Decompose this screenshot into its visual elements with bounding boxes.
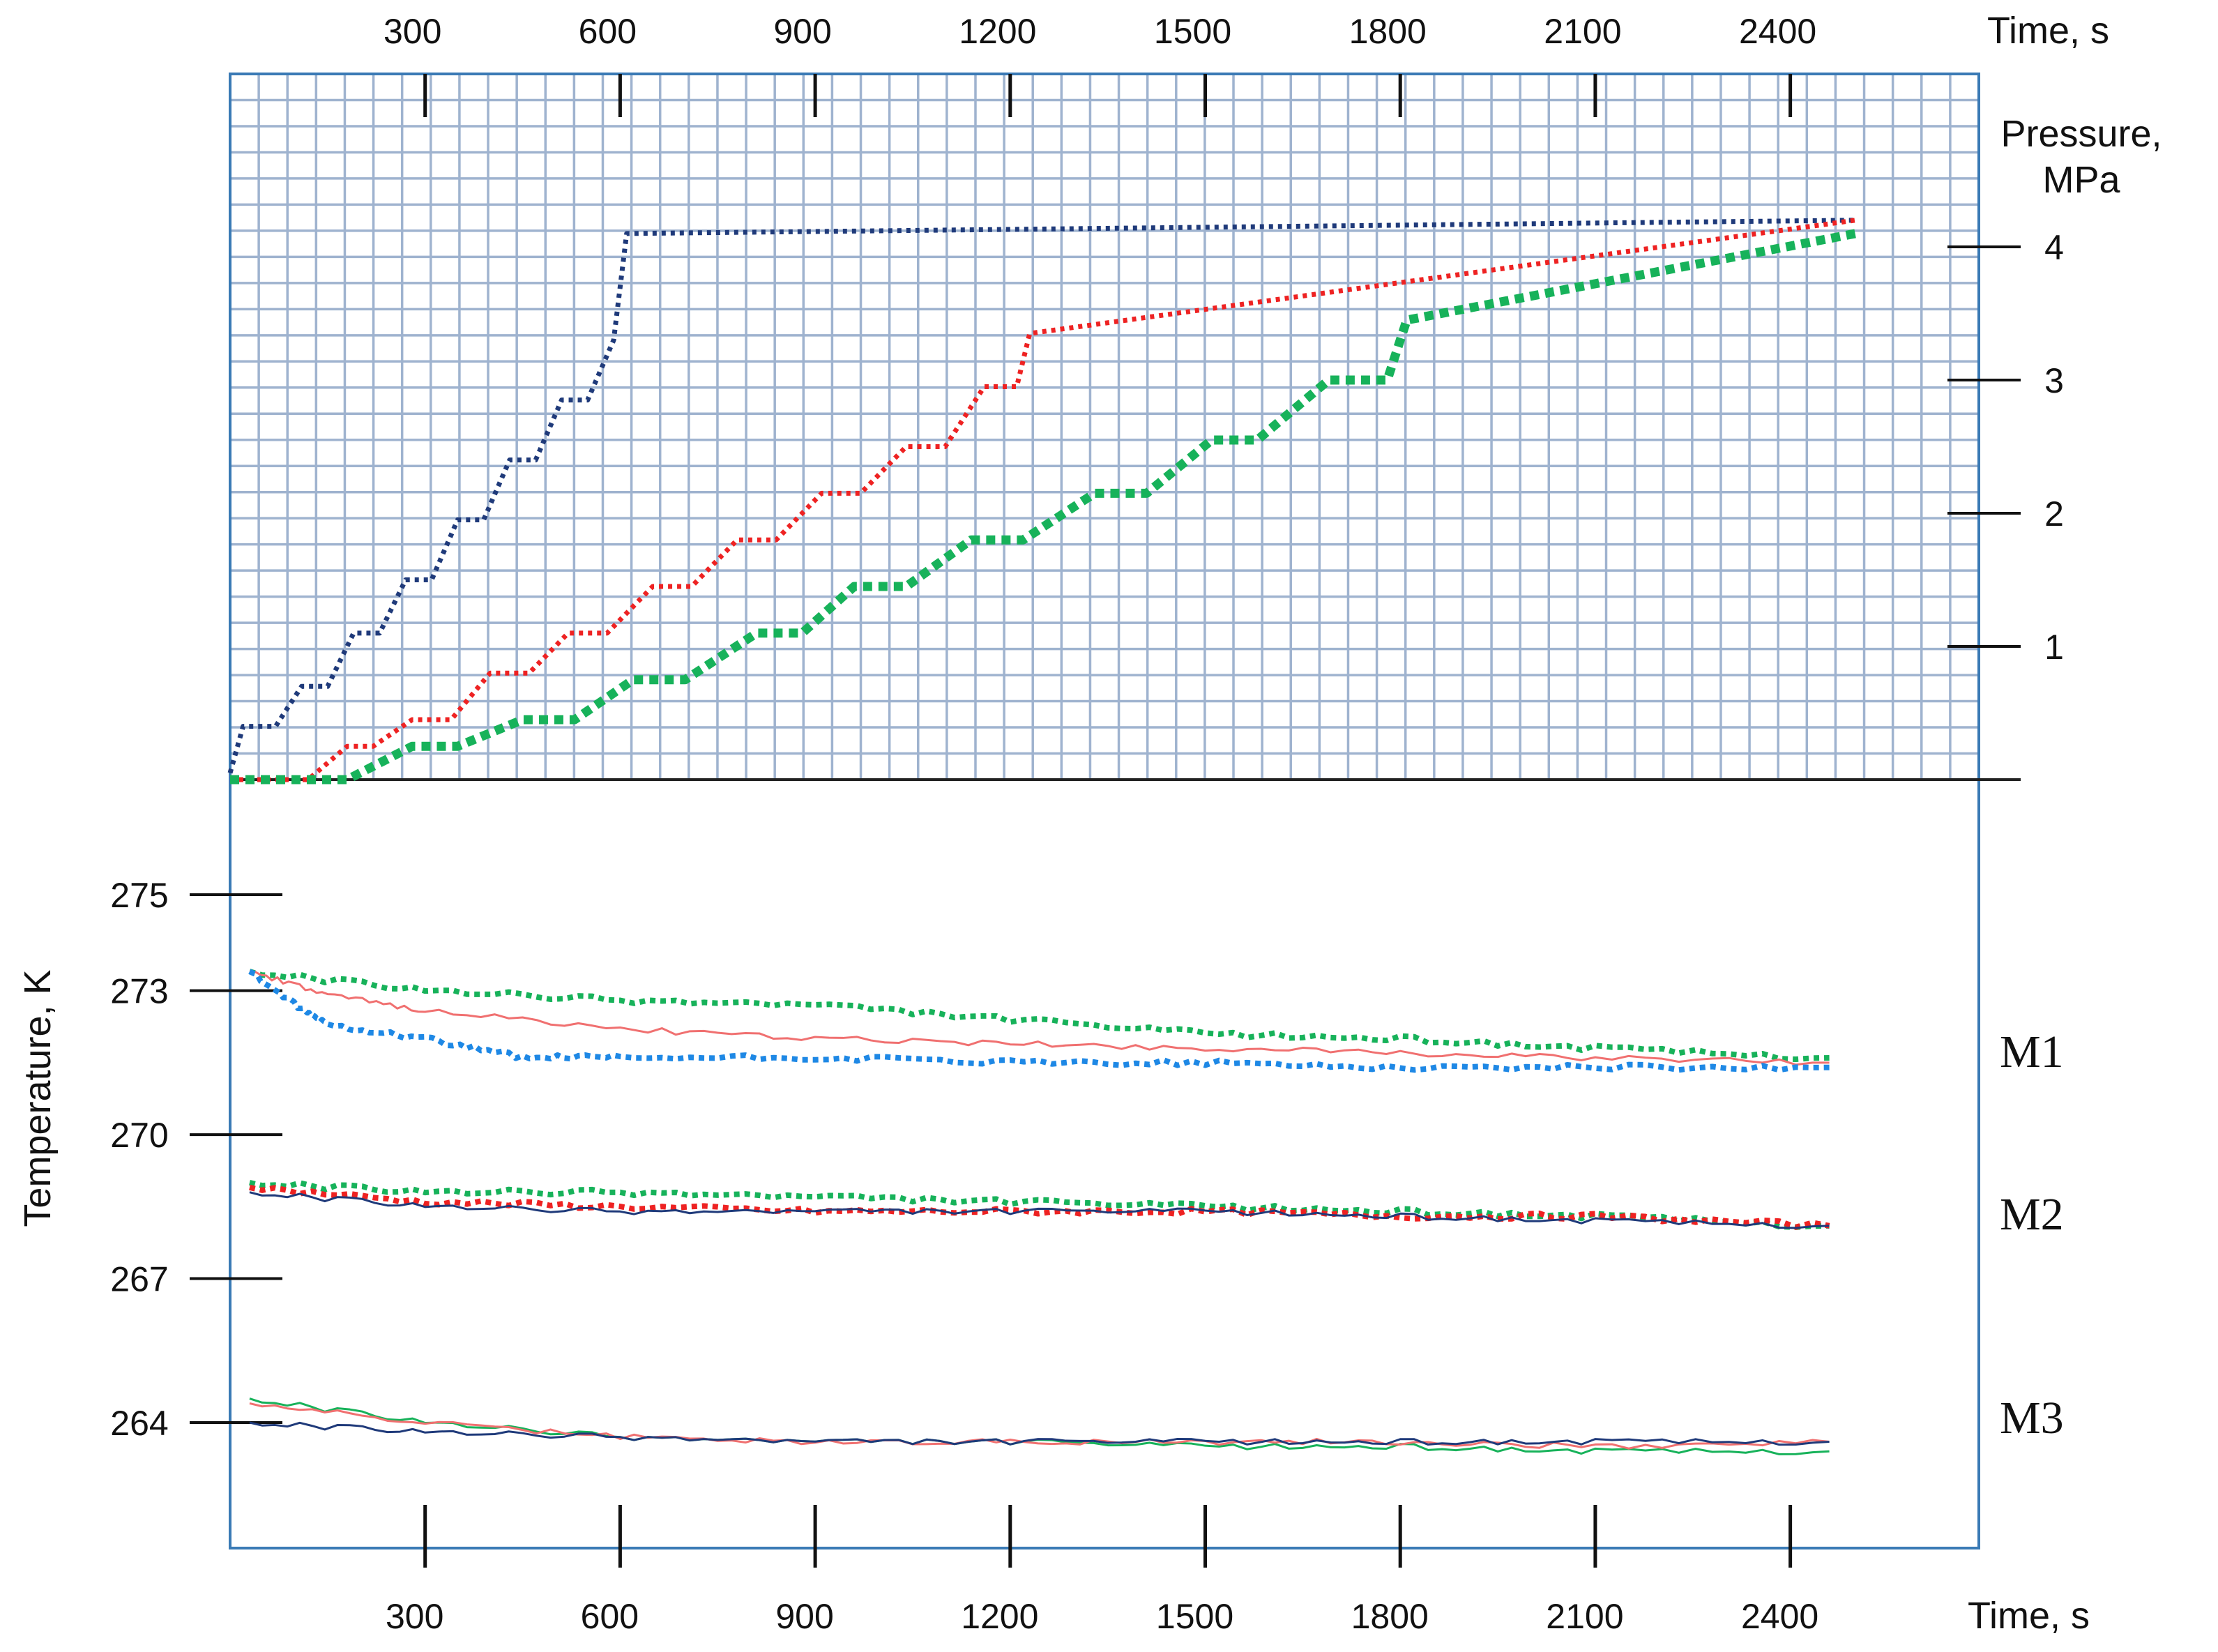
temperature-series-line	[248, 969, 1830, 1062]
bottom-x-tick-label: 600	[581, 1597, 639, 1636]
temperature-axis-title: Temperature, K	[17, 969, 59, 1227]
top-x-axis-title: Time, s	[1987, 10, 2109, 52]
bottom-x-tick-label: 1500	[1156, 1597, 1233, 1636]
temperature-series-line	[248, 969, 1830, 1073]
bottom-x-tick-label: 300	[386, 1597, 443, 1636]
temperature-tick-label: 264	[110, 1404, 168, 1443]
pressure-series-line	[230, 229, 1857, 785]
bottom-x-axis-title: Time, s	[1968, 1595, 2090, 1637]
pressure-tick-label: 4	[2044, 228, 2064, 267]
temperature-series-line	[249, 1421, 1830, 1446]
top-x-tick-label: 2400	[1739, 12, 1816, 51]
pressure-tick-label: 2	[2044, 494, 2064, 533]
bottom-x-tick-label: 2400	[1741, 1597, 1818, 1636]
top-x-tick-label: 2100	[1544, 12, 1621, 51]
pressure-series-line	[230, 218, 1856, 782]
temperature-tick-label: 273	[110, 972, 168, 1011]
pressure-axis-title: Pressure, MPa	[2000, 113, 2162, 201]
axis-ticks	[190, 74, 2021, 1568]
series-group-label: M2	[2000, 1189, 2064, 1240]
pressure-grid	[230, 74, 1979, 780]
temperature-series-line	[249, 1184, 1830, 1230]
series-lines	[227, 218, 1857, 1455]
top-x-tick-label: 1800	[1349, 12, 1427, 51]
bottom-x-tick-label: 1800	[1351, 1597, 1429, 1636]
series-group-label: M1	[2000, 1026, 2064, 1077]
top-x-tick-label: 1200	[959, 12, 1036, 51]
temperature-tick-label: 275	[110, 876, 168, 915]
temperature-series-line	[249, 1191, 1830, 1229]
bottom-x-tick-label: 1200	[961, 1597, 1038, 1636]
pressure-series-line	[227, 218, 1855, 774]
temperature-series-line	[249, 1402, 1830, 1450]
temperature-series-line	[249, 970, 1830, 1066]
top-x-tick-label: 900	[773, 12, 831, 51]
temperature-tick-label: 267	[110, 1260, 168, 1299]
pressure-axis-title-line1: Pressure,	[2000, 113, 2162, 155]
bottom-x-tick-label: 2100	[1546, 1597, 1623, 1636]
bottom-x-tick-label: 900	[775, 1597, 833, 1636]
top-x-tick-label: 600	[579, 12, 637, 51]
top-x-tick-label: 1500	[1154, 12, 1231, 51]
pressure-axis-title-line2: MPa	[2042, 159, 2120, 201]
top-x-tick-label: 300	[383, 12, 441, 51]
chart-frame	[229, 73, 2021, 1549]
temperature-tick-label: 270	[110, 1116, 168, 1155]
series-group-label: M3	[2000, 1393, 2064, 1443]
axis-labels: 300 600 900 1200 1500 1800 2100 2400 Time, s 1 2 3 4…	[17, 10, 2162, 1637]
pressure-tick-label: 3	[2044, 361, 2064, 400]
pressure-tick-label: 1	[2044, 628, 2064, 667]
